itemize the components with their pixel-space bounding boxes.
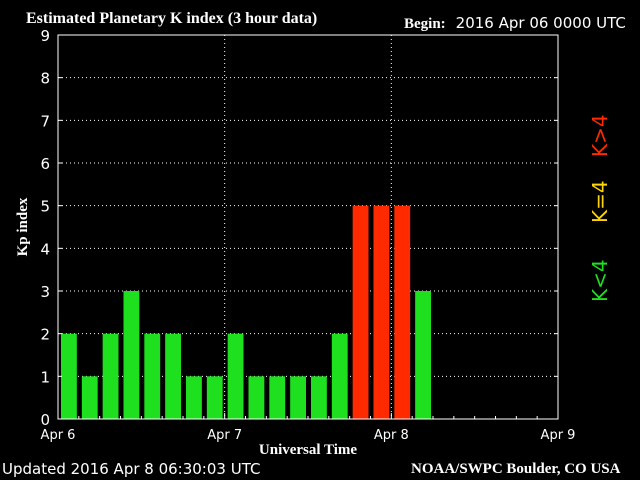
begin-value: 2016 Apr 06 0000 UTC xyxy=(455,14,626,32)
kp-bar xyxy=(144,333,161,419)
y-tick-label: 7 xyxy=(40,112,50,130)
updated-timestamp: Updated 2016 Apr 8 06:30:03 UTC xyxy=(2,460,261,478)
y-tick-label: 5 xyxy=(40,198,50,216)
kp-bar xyxy=(61,333,77,419)
y-tick-label: 2 xyxy=(40,326,50,344)
legend-k-greater: K>4 xyxy=(588,114,612,157)
y-tick-label: 9 xyxy=(40,27,50,45)
kp-bar xyxy=(352,205,369,419)
kp-bar xyxy=(123,291,140,419)
kp-bar xyxy=(206,376,223,419)
y-tick-label: 4 xyxy=(40,240,50,258)
y-tick-label: 0 xyxy=(40,411,50,429)
begin-time: Begin: 2016 Apr 06 0000 UTC xyxy=(404,14,626,33)
kp-bar xyxy=(394,205,411,419)
kp-bar xyxy=(290,376,306,419)
kp-bar xyxy=(81,376,98,419)
y-tick-label: 3 xyxy=(40,283,50,301)
chart-title: Estimated Planetary K index (3 hour data… xyxy=(26,10,318,27)
kp-bar xyxy=(331,333,348,419)
kp-bar xyxy=(186,376,202,419)
kp-bar xyxy=(415,291,431,419)
y-tick-label: 8 xyxy=(40,70,50,88)
x-tick-label: Apr 6 xyxy=(41,428,76,443)
legend-k-less: K<4 xyxy=(588,259,612,302)
y-tick-label: 1 xyxy=(40,368,50,386)
kp-bar xyxy=(311,376,327,419)
kp-bar xyxy=(165,333,181,419)
kp-bar xyxy=(102,333,119,419)
begin-label: Begin: xyxy=(404,16,446,32)
x-axis-label: Universal Time xyxy=(259,442,358,458)
kp-bar xyxy=(269,376,286,419)
kp-bar xyxy=(373,205,390,419)
legend-k-equal: K=4 xyxy=(588,180,612,223)
y-axis-label: Kp index xyxy=(15,197,31,256)
credit-text: NOAA/SWPC Boulder, CO USA xyxy=(411,461,621,477)
kp-bar xyxy=(248,376,265,419)
x-tick-label: Apr 7 xyxy=(207,428,242,443)
y-tick-label: 6 xyxy=(40,155,50,173)
kp-bar xyxy=(227,333,244,419)
x-tick-label: Apr 8 xyxy=(374,428,409,443)
x-tick-label: Apr 9 xyxy=(541,428,576,443)
